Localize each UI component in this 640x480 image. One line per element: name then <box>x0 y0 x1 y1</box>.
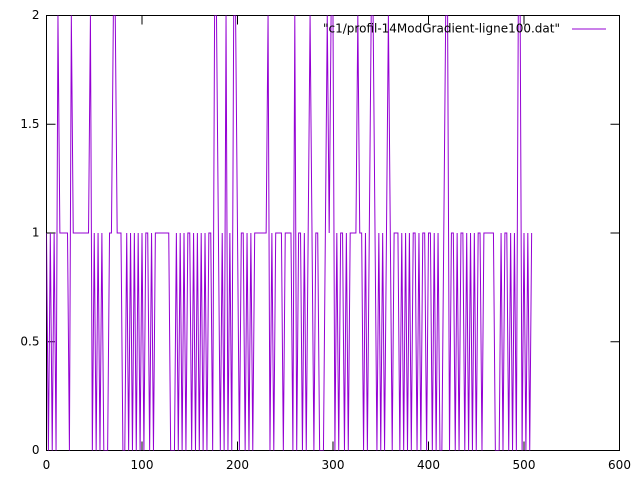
x-tick-label: 100 <box>131 458 154 472</box>
y-tick-label: 0 <box>32 443 40 457</box>
x-tick-label: 400 <box>417 458 440 472</box>
x-tick-label: 500 <box>513 458 536 472</box>
y-tick-label: 0.5 <box>20 334 39 348</box>
y-tick-label: 1 <box>32 226 40 240</box>
data-line <box>46 15 533 451</box>
x-tick-label: 200 <box>226 458 249 472</box>
y-tick-label: 1.5 <box>20 117 39 131</box>
x-tick-label: 0 <box>43 458 51 472</box>
y-tick-label: 2 <box>32 8 40 22</box>
x-tick-label: 300 <box>322 458 345 472</box>
x-tick-label: 600 <box>608 458 631 472</box>
legend-label: "c1/profil-14ModGradient-ligne100.dat" <box>323 22 560 36</box>
